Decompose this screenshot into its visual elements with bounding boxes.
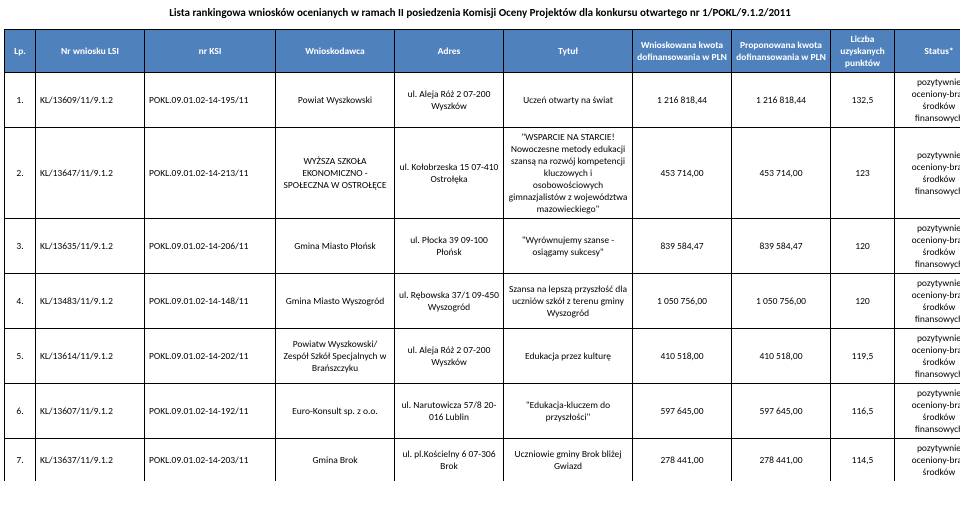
cell-adres: ul. pl.Kościelny 6 07-306 Brok xyxy=(395,439,504,482)
cell-punkty: 123 xyxy=(831,128,895,219)
table-row: 2.KL/13647/11/9.1.2POKL.09.01.02-14-213/… xyxy=(5,128,960,219)
cell-status: pozytywnie oceniony-brak środków finanso… xyxy=(895,384,960,439)
cell-ksi: POKL.09.01.02-14-202/11 xyxy=(145,329,276,384)
col-wnioskodawca: Wnioskodawca xyxy=(276,30,395,73)
cell-wnioskodawca: Gmina Brok xyxy=(276,439,395,482)
cell-wnioskodawca: Euro-Konsult sp. z o.o. xyxy=(276,384,395,439)
cell-proponowana: 1 216 818,44 xyxy=(732,73,831,128)
cell-punkty: 114,5 xyxy=(831,439,895,482)
col-lsi: Nr wniosku LSI xyxy=(36,30,145,73)
cell-proponowana: 1 050 756,00 xyxy=(732,274,831,329)
cell-lsi: KL/13637/11/9.1.2 xyxy=(36,439,145,482)
cell-adres: ul. Narutowicza 57/8 20-016 Lublin xyxy=(395,384,504,439)
table-header-row: Lp. Nr wniosku LSI nr KSI Wnioskodawca A… xyxy=(5,30,960,73)
cell-proponowana: 597 645,00 xyxy=(732,384,831,439)
cell-status: pozytywnie oceniony-brak środków finanso… xyxy=(895,329,960,384)
table-row: 6.KL/13607/11/9.1.2POKL.09.01.02-14-192/… xyxy=(5,384,960,439)
cell-lp: 1. xyxy=(5,73,36,128)
cell-tytul: Edukacja przez kulturę xyxy=(504,329,633,384)
table-row: 7.KL/13637/11/9.1.2POKL.09.01.02-14-203/… xyxy=(5,439,960,482)
cell-lsi: KL/13614/11/9.1.2 xyxy=(36,329,145,384)
cell-ksi: POKL.09.01.02-14-203/11 xyxy=(145,439,276,482)
cell-tytul: Uczeń otwarty na świat xyxy=(504,73,633,128)
table-row: 1.KL/13609/11/9.1.2POKL.09.01.02-14-195/… xyxy=(5,73,960,128)
table-row: 4.KL/13483/11/9.1.2POKL.09.01.02-14-148/… xyxy=(5,274,960,329)
cell-tytul: "Edukacja-kluczem do przyszłości" xyxy=(504,384,633,439)
cell-status: pozytywnie oceniony-brak środków finanso… xyxy=(895,128,960,219)
cell-lp: 5. xyxy=(5,329,36,384)
cell-proponowana: 278 441,00 xyxy=(732,439,831,482)
cell-punkty: 116,5 xyxy=(831,384,895,439)
table-row: 3.KL/13635/11/9.1.2POKL.09.01.02-14-206/… xyxy=(5,219,960,274)
cell-proponowana: 839 584,47 xyxy=(732,219,831,274)
cell-tytul: "WSPARCIE NA STARCIE! Nowoczesne metody … xyxy=(504,128,633,219)
table-body: 1.KL/13609/11/9.1.2POKL.09.01.02-14-195/… xyxy=(5,73,960,482)
cell-ksi: POKL.09.01.02-14-148/11 xyxy=(145,274,276,329)
cell-wnioskowana: 453 714,00 xyxy=(633,128,732,219)
cell-tytul: Uczniowie gminy Brok bliżej Gwiazd xyxy=(504,439,633,482)
cell-proponowana: 410 518,00 xyxy=(732,329,831,384)
cell-status: pozytywnie oceniony-brak środków xyxy=(895,439,960,482)
cell-adres: ul. Aleja Róż 2 07-200 Wyszków xyxy=(395,329,504,384)
cell-wnioskodawca: Powiatw Wyszkowski/ Zespół Szkół Specjal… xyxy=(276,329,395,384)
cell-adres: ul. Rębowska 37/1 09-450 Wyszogród xyxy=(395,274,504,329)
cell-wnioskodawca: Gmina Miasto Płońsk xyxy=(276,219,395,274)
cell-status: pozytywnie oceniony-brak środków finanso… xyxy=(895,73,960,128)
cell-wnioskodawca: Gmina Miasto Wyszogród xyxy=(276,274,395,329)
cell-lp: 7. xyxy=(5,439,36,482)
cell-lsi: KL/13609/11/9.1.2 xyxy=(36,73,145,128)
table-row: 5.KL/13614/11/9.1.2POKL.09.01.02-14-202/… xyxy=(5,329,960,384)
col-status: Status* xyxy=(895,30,960,73)
cell-wnioskowana: 597 645,00 xyxy=(633,384,732,439)
page-title: Lista rankingowa wniosków ocenianych w r… xyxy=(4,6,956,19)
cell-lsi: KL/13483/11/9.1.2 xyxy=(36,274,145,329)
col-proponowana: Proponowana kwota dofinansowania w PLN xyxy=(732,30,831,73)
ranking-table: Lp. Nr wniosku LSI nr KSI Wnioskodawca A… xyxy=(4,29,960,481)
cell-wnioskowana: 839 584,47 xyxy=(633,219,732,274)
col-punkty: Liczba uzyskanych punktów xyxy=(831,30,895,73)
cell-ksi: POKL.09.01.02-14-206/11 xyxy=(145,219,276,274)
cell-lp: 6. xyxy=(5,384,36,439)
cell-lp: 3. xyxy=(5,219,36,274)
col-wnioskowana: Wnioskowana kwota dofinansowania w PLN xyxy=(633,30,732,73)
cell-wnioskodawca: Powiat Wyszkowski xyxy=(276,73,395,128)
cell-wnioskowana: 410 518,00 xyxy=(633,329,732,384)
cell-adres: ul. Kołobrzeska 15 07-410 Ostrołęka xyxy=(395,128,504,219)
cell-wnioskowana: 278 441,00 xyxy=(633,439,732,482)
col-ksi: nr KSI xyxy=(145,30,276,73)
cell-lsi: KL/13607/11/9.1.2 xyxy=(36,384,145,439)
cell-tytul: Szansa na lepszą przyszłość dla uczniów … xyxy=(504,274,633,329)
cell-lp: 2. xyxy=(5,128,36,219)
cell-lsi: KL/13647/11/9.1.2 xyxy=(36,128,145,219)
cell-status: pozytywnie oceniony-brak środków finanso… xyxy=(895,219,960,274)
cell-wnioskowana: 1 050 756,00 xyxy=(633,274,732,329)
cell-wnioskowana: 1 216 818,44 xyxy=(633,73,732,128)
cell-status: pozytywnie oceniony-brak środków finanso… xyxy=(895,274,960,329)
cell-punkty: 120 xyxy=(831,219,895,274)
cell-ksi: POKL.09.01.02-14-192/11 xyxy=(145,384,276,439)
col-lp: Lp. xyxy=(5,30,36,73)
col-adres: Adres xyxy=(395,30,504,73)
cell-wnioskodawca: WYŻSZA SZKOŁA EKONOMICZNO - SPOŁECZNA W … xyxy=(276,128,395,219)
cell-ksi: POKL.09.01.02-14-195/11 xyxy=(145,73,276,128)
cell-adres: ul. Płocka 39 09-100 Płońsk xyxy=(395,219,504,274)
cell-lsi: KL/13635/11/9.1.2 xyxy=(36,219,145,274)
cell-tytul: "Wyrównujemy szanse - osiągamy sukcesy" xyxy=(504,219,633,274)
cell-lp: 4. xyxy=(5,274,36,329)
col-tytul: Tytuł xyxy=(504,30,633,73)
cell-adres: ul. Aleja Róż 2 07-200 Wyszków xyxy=(395,73,504,128)
cell-punkty: 132,5 xyxy=(831,73,895,128)
cell-punkty: 120 xyxy=(831,274,895,329)
cell-proponowana: 453 714,00 xyxy=(732,128,831,219)
cell-punkty: 119,5 xyxy=(831,329,895,384)
cell-ksi: POKL.09.01.02-14-213/11 xyxy=(145,128,276,219)
